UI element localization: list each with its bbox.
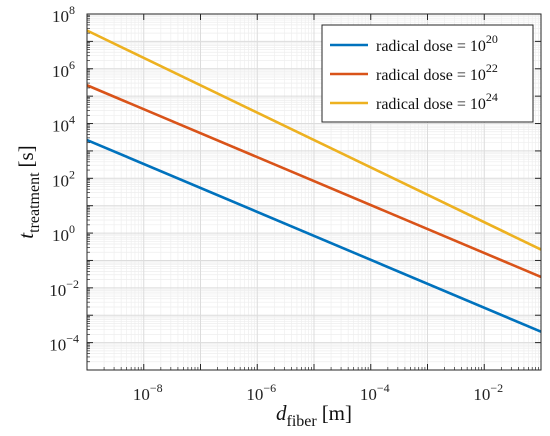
- tick-exponent: −6: [263, 381, 276, 395]
- tick-exponent: −2: [490, 381, 503, 395]
- tick-base: 10: [246, 385, 263, 404]
- x-axis-label: dfiber [m]: [276, 401, 352, 430]
- legend-label-text: radical dose = 10: [376, 38, 486, 55]
- tick-base: 10: [49, 281, 66, 300]
- x-tick-label: 10−8: [133, 381, 163, 404]
- legend-label-2: radical dose = 1022: [376, 61, 498, 84]
- tick-exponent: −8: [150, 381, 163, 395]
- y-tick-label: 108: [52, 3, 75, 26]
- series-line-2: [86, 84, 542, 279]
- tick-exponent: 8: [69, 3, 75, 17]
- legend-label-text: radical dose = 10: [376, 96, 486, 113]
- y-tick-label: 10−2: [49, 277, 79, 300]
- x-axis-symbol: d: [276, 401, 287, 425]
- tick-exponent: −2: [66, 277, 79, 291]
- legend-label-exponent: 24: [486, 90, 498, 104]
- series-line-3: [86, 29, 542, 251]
- series-line-1: [86, 138, 542, 333]
- y-tick-label: 104: [52, 113, 75, 136]
- tick-exponent: −4: [66, 332, 79, 346]
- legend-label-text: radical dose = 10: [376, 67, 486, 84]
- y-axis-symbol: t: [14, 232, 38, 239]
- tick-base: 10: [52, 117, 69, 136]
- tick-base: 10: [133, 385, 150, 404]
- tick-exponent: 0: [69, 222, 75, 236]
- y-axis-subscript: treatment: [26, 172, 43, 233]
- tick-exponent: 6: [69, 58, 75, 72]
- x-tick-labels: 10−8 10−6 10−4 10−2: [133, 381, 503, 404]
- y-tick-label: 106: [52, 58, 75, 81]
- legend-label-3: radical dose = 1024: [376, 90, 498, 113]
- legend-label-exponent: 22: [486, 61, 498, 75]
- tick-base: 10: [49, 336, 66, 355]
- tick-base: 10: [52, 62, 69, 81]
- x-tick-label: 10−2: [473, 381, 503, 404]
- tick-exponent: 2: [69, 167, 75, 181]
- x-axis-unit: [m]: [322, 401, 352, 425]
- legend-label-1: radical dose = 1020: [376, 32, 498, 55]
- tick-base: 10: [473, 385, 490, 404]
- tick-base: 10: [52, 226, 69, 245]
- tick-exponent: −4: [377, 381, 390, 395]
- y-tick-label: 100: [52, 222, 75, 245]
- tick-exponent: 4: [69, 113, 75, 127]
- series-layer: [86, 29, 542, 333]
- tick-marks: [86, 13, 542, 371]
- tick-base: 10: [52, 7, 69, 26]
- tick-base: 10: [360, 385, 377, 404]
- y-axis-label: ttreatment [s]: [14, 145, 43, 238]
- legend-label-exponent: 20: [486, 32, 498, 46]
- x-tick-label: 10−4: [360, 381, 390, 404]
- y-tick-label: 10−4: [49, 332, 79, 355]
- y-tick-label: 102: [52, 167, 75, 190]
- x-tick-label: 10−6: [246, 381, 276, 404]
- tick-base: 10: [52, 171, 69, 190]
- y-axis-unit: [s]: [14, 145, 38, 167]
- x-axis-subscript: fiber: [286, 413, 317, 430]
